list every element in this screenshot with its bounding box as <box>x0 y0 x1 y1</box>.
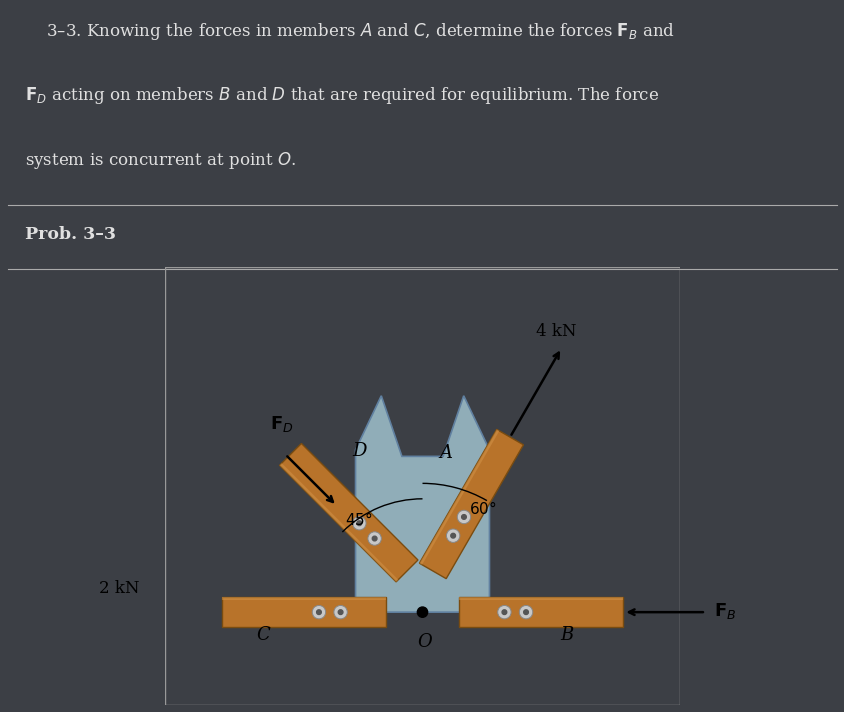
Text: O: O <box>417 633 432 651</box>
Text: 4 kN: 4 kN <box>536 323 576 340</box>
Circle shape <box>497 605 511 619</box>
Text: C: C <box>256 627 269 644</box>
Polygon shape <box>419 429 522 579</box>
Text: A: A <box>439 444 452 461</box>
Circle shape <box>523 609 528 614</box>
Circle shape <box>519 605 532 619</box>
Circle shape <box>451 533 455 538</box>
Circle shape <box>457 511 470 523</box>
Circle shape <box>446 529 459 543</box>
Circle shape <box>417 607 427 617</box>
Circle shape <box>372 536 376 541</box>
Text: $\mathbf{F}_D$: $\mathbf{F}_D$ <box>269 414 293 434</box>
Circle shape <box>338 609 343 614</box>
Text: system is concurrent at point $O$.: system is concurrent at point $O$. <box>25 150 296 170</box>
Polygon shape <box>355 396 489 612</box>
Polygon shape <box>279 463 398 582</box>
Circle shape <box>501 609 506 614</box>
Text: $45°$: $45°$ <box>345 511 372 528</box>
Polygon shape <box>458 597 623 600</box>
Text: 2 kN: 2 kN <box>99 580 139 597</box>
Polygon shape <box>221 597 386 627</box>
Text: $\mathbf{F}_B$: $\mathbf{F}_B$ <box>712 601 735 621</box>
Text: B: B <box>560 627 573 644</box>
Text: Prob. 3–3: Prob. 3–3 <box>25 226 116 243</box>
Polygon shape <box>279 444 418 582</box>
Polygon shape <box>221 597 386 600</box>
Polygon shape <box>458 597 623 627</box>
Text: D: D <box>351 442 365 460</box>
Text: $60°$: $60°$ <box>468 501 496 518</box>
Polygon shape <box>419 429 499 565</box>
Circle shape <box>461 515 466 519</box>
Circle shape <box>316 609 321 614</box>
Circle shape <box>352 516 365 530</box>
Circle shape <box>333 605 347 619</box>
Text: 3–3. Knowing the forces in members $A$ and $C$, determine the forces $\mathbf{F}: 3–3. Knowing the forces in members $A$ a… <box>25 21 674 42</box>
Circle shape <box>356 521 361 525</box>
Circle shape <box>367 532 381 545</box>
Circle shape <box>312 605 325 619</box>
Text: $\mathbf{F}_D$ acting on members $B$ and $D$ that are required for equilibrium. : $\mathbf{F}_D$ acting on members $B$ and… <box>25 85 659 106</box>
